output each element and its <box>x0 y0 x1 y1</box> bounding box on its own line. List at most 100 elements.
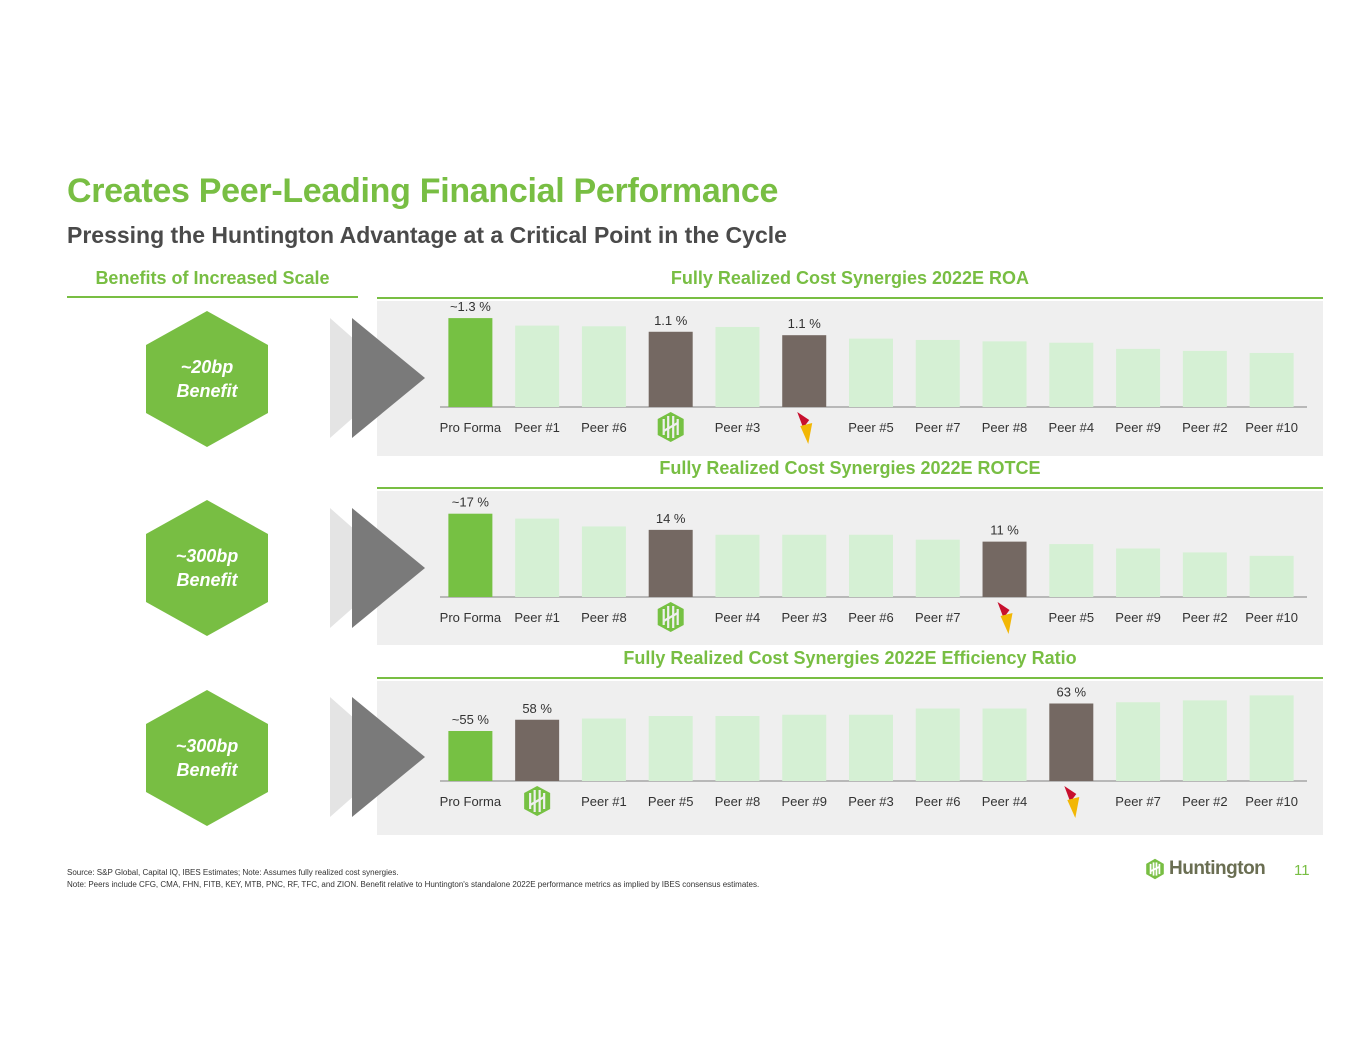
tick-label: Peer #2 <box>1182 794 1228 809</box>
bar <box>1116 702 1161 781</box>
tick-label: Peer #2 <box>1182 610 1228 625</box>
tick-label: Peer #7 <box>1115 794 1161 809</box>
bar <box>515 719 560 781</box>
bar <box>982 341 1027 407</box>
tcf-logo-icon <box>797 412 813 444</box>
bar <box>1049 703 1094 781</box>
bar <box>1182 552 1227 597</box>
tick-label: Peer #6 <box>581 420 627 435</box>
tcf-logo-icon <box>1064 786 1080 818</box>
data-label: 63 % <box>1056 685 1086 700</box>
tick-label: Peer #4 <box>715 610 761 625</box>
arrow-right-icon <box>330 508 425 628</box>
bar <box>1249 352 1294 407</box>
tick-label: Peer #3 <box>781 610 827 625</box>
data-label: 1.1 % <box>654 313 688 328</box>
bar <box>1249 555 1294 597</box>
efficiency-title-underline <box>377 677 1323 679</box>
benefit-roa-amount: ~20bp <box>180 357 234 377</box>
bar <box>581 718 626 781</box>
data-label: 1.1 % <box>788 316 822 331</box>
tick-label: Peer #7 <box>915 420 961 435</box>
data-label: 11 % <box>990 523 1019 538</box>
bar <box>915 339 960 407</box>
efficiency-chart-title: Fully Realized Cost Synergies 2022E Effi… <box>623 648 1077 668</box>
huntington-logo-icon <box>1146 858 1164 880</box>
benefit-hexagon-rotce: ~300bp Benefit <box>146 500 268 636</box>
bar <box>1049 342 1094 407</box>
tick-label: Peer #8 <box>581 610 627 625</box>
tick-label: Peer #2 <box>1182 420 1228 435</box>
tick-label: Peer #5 <box>648 794 694 809</box>
tick-label: Pro Forma <box>440 610 502 625</box>
bar <box>581 526 626 597</box>
benefit-roa-label: Benefit <box>176 381 238 401</box>
efficiency-chart: ~55 % Pro Forma 58 % Peer #1 Peer #5 Peer #8 P… <box>440 685 1307 818</box>
bar <box>715 534 760 597</box>
tick-label: Peer #10 <box>1245 794 1298 809</box>
bar <box>648 716 693 781</box>
rotce-chart: ~17 % Pro Forma Peer #1 Peer #8 14 % Peer #4 P… <box>440 495 1307 634</box>
tick-label: Peer #10 <box>1245 420 1298 435</box>
tick-label: Peer #5 <box>848 420 894 435</box>
bar <box>1249 695 1294 781</box>
roa-title-underline <box>377 297 1323 299</box>
bar <box>1182 350 1227 407</box>
data-label: ~1.3 % <box>450 301 491 314</box>
tick-label: Peer #5 <box>1049 610 1095 625</box>
bar <box>849 338 893 407</box>
data-label: ~55 % <box>452 712 490 727</box>
bar <box>715 716 760 781</box>
tick-label: Pro Forma <box>440 794 502 809</box>
data-label: ~17 % <box>452 495 490 510</box>
benefit-rotce-amount: ~300bp <box>175 546 239 566</box>
data-label: 14 % <box>656 511 686 526</box>
roa-chart-panel: ~1.3 % Pro Forma Peer #1 Peer #6 1.1 % Peer #… <box>377 301 1323 456</box>
tick-label: Peer #3 <box>715 420 761 435</box>
bar <box>715 326 760 407</box>
tick-label: Peer #6 <box>915 794 961 809</box>
brand-name: Huntington <box>1169 858 1266 879</box>
bar <box>782 335 827 407</box>
tick-label: Peer #4 <box>1049 420 1095 435</box>
rotce-chart-title: Fully Realized Cost Synergies 2022E ROTC… <box>659 458 1041 478</box>
tick-label: Peer #8 <box>715 794 761 809</box>
bar <box>648 331 693 407</box>
source-footnote: Source: S&P Global, Capital IQ, IBES Est… <box>67 868 399 877</box>
bar <box>1116 548 1161 597</box>
tick-label: Peer #1 <box>514 610 560 625</box>
bar <box>915 708 960 781</box>
bar <box>1116 348 1161 407</box>
tick-label: Peer #1 <box>581 794 627 809</box>
tick-label: Peer #10 <box>1245 610 1298 625</box>
page-title: Creates Peer-Leading Financial Performan… <box>67 172 779 210</box>
tick-label: Peer #6 <box>848 610 894 625</box>
bar <box>782 714 827 781</box>
tick-label: Peer #8 <box>982 420 1028 435</box>
tick-label: Peer #9 <box>1115 420 1161 435</box>
huntington-logo-icon <box>657 602 684 632</box>
tick-label: Peer #9 <box>1115 610 1161 625</box>
benefit-rotce-label: Benefit <box>176 570 238 590</box>
bar <box>849 714 893 781</box>
arrow-right-icon <box>330 318 425 438</box>
huntington-logo-icon <box>524 786 551 816</box>
bar <box>849 534 893 597</box>
benefit-efficiency-label: Benefit <box>176 760 238 780</box>
bar <box>448 318 493 407</box>
bar <box>581 326 626 407</box>
rotce-title-underline <box>377 487 1323 489</box>
huntington-brand-logo: Huntington <box>1144 858 1266 880</box>
benefits-header: Benefits of Increased Scale <box>67 268 358 298</box>
bar <box>1049 544 1094 597</box>
tick-label: Peer #7 <box>915 610 961 625</box>
tick-label: Peer #4 <box>982 794 1028 809</box>
rotce-chart-panel: ~17 % Pro Forma Peer #1 Peer #8 14 % Peer #4 P… <box>377 491 1323 645</box>
benefit-hexagon-roa: ~20bp Benefit <box>146 311 268 447</box>
benefit-efficiency-amount: ~300bp <box>175 736 239 756</box>
bar <box>648 529 693 597</box>
bar <box>982 708 1027 781</box>
roa-chart: ~1.3 % Pro Forma Peer #1 Peer #6 1.1 % Peer #… <box>440 301 1307 444</box>
bar <box>1182 700 1227 781</box>
bar <box>915 539 960 597</box>
